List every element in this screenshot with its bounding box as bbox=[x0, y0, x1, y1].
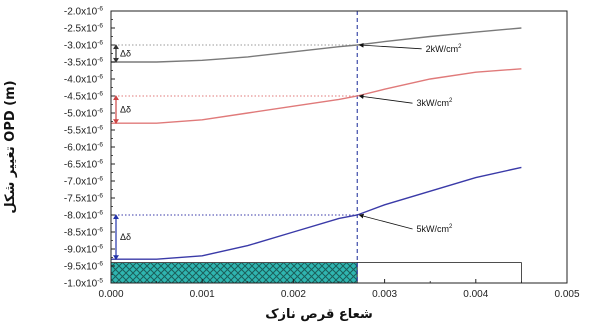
y-tick-mantissa-15: -2.5x10 bbox=[64, 24, 98, 35]
y-tick-exponent-9: -6 bbox=[97, 125, 103, 132]
axes: -1.0x10-5-9.5x10-6-9.0x10-6-8.5x10-6-8.0… bbox=[64, 6, 580, 301]
y-tick-mantissa-10: -5.0x10 bbox=[64, 109, 98, 120]
y-tick-mantissa-0: -1.0x10 bbox=[64, 279, 98, 290]
x-tick-label-0: 0.000 bbox=[98, 289, 123, 300]
annotation-label-1: 3kW/cm2 bbox=[417, 98, 454, 108]
y-tick-label-6: -7.0x10-6 bbox=[64, 176, 104, 188]
y-tick-exponent-7: -6 bbox=[97, 159, 103, 166]
y-tick-label-10: -5.0x10-6 bbox=[64, 108, 104, 120]
series-line-1 bbox=[111, 68, 522, 124]
y-tick-mantissa-7: -6.5x10 bbox=[64, 160, 98, 171]
y-tick-label-4: -8.0x10-6 bbox=[64, 210, 104, 222]
y-axis-title: تغییر شکل OPD (m) bbox=[3, 80, 18, 213]
y-tick-exponent-10: -6 bbox=[97, 108, 103, 115]
series-layer bbox=[111, 27, 522, 260]
y-tick-exponent-6: -6 bbox=[97, 176, 103, 183]
y-tick-mantissa-11: -4.5x10 bbox=[64, 92, 98, 103]
y-tick-label-5: -7.5x10-6 bbox=[64, 193, 104, 205]
annotation-label-2: 5kW/cm2 bbox=[417, 224, 454, 234]
y-tick-label-16: -2.0x10-6 bbox=[64, 6, 104, 18]
annotation-sup-1: 2 bbox=[449, 98, 453, 104]
y-tick-mantissa-13: -3.5x10 bbox=[64, 58, 98, 69]
y-tick-label-12: -4.0x10-6 bbox=[64, 74, 104, 86]
y-tick-exponent-5: -6 bbox=[97, 193, 103, 200]
y-tick-label-13: -3.5x10-6 bbox=[64, 57, 104, 69]
annotation-sup-0: 2 bbox=[458, 44, 462, 50]
region-0 bbox=[110, 262, 358, 284]
delta-markers: Δδ Δδ Δδ bbox=[113, 44, 131, 260]
series-line-0 bbox=[111, 27, 522, 63]
x-tick-label-3: 0.003 bbox=[372, 289, 397, 300]
y-tick-label-8: -6.0x10-6 bbox=[64, 142, 104, 154]
x-tick-label-2: 0.002 bbox=[281, 289, 306, 300]
y-tick-exponent-1: -6 bbox=[97, 261, 103, 268]
y-tick-mantissa-4: -8.0x10 bbox=[64, 211, 98, 222]
y-tick-mantissa-9: -5.5x10 bbox=[64, 126, 98, 137]
y-tick-label-1: -9.5x10-6 bbox=[64, 261, 104, 273]
series-line-2 bbox=[111, 166, 522, 260]
y-tick-exponent-8: -6 bbox=[97, 142, 103, 149]
y-tick-mantissa-12: -4.0x10 bbox=[64, 75, 98, 86]
annotation-arrow-2 bbox=[358, 213, 413, 230]
delta-arrowhead-bottom-1 bbox=[113, 118, 119, 124]
y-tick-mantissa-2: -9.0x10 bbox=[64, 245, 98, 256]
y-tick-exponent-11: -6 bbox=[97, 91, 103, 98]
y-tick-label-11: -4.5x10-6 bbox=[64, 91, 104, 103]
y-tick-label-0: -1.0x10-5 bbox=[64, 278, 104, 290]
y-tick-exponent-15: -6 bbox=[97, 23, 103, 30]
y-tick-mantissa-3: -8.5x10 bbox=[64, 228, 98, 239]
y-tick-exponent-0: -5 bbox=[97, 278, 103, 285]
annotation-sup-2: 2 bbox=[449, 224, 453, 230]
y-tick-label-3: -8.5x10-6 bbox=[64, 227, 104, 239]
y-tick-exponent-13: -6 bbox=[97, 57, 103, 64]
x-tick-label-5: 0.005 bbox=[554, 289, 579, 300]
delta-arrowhead-top-1 bbox=[113, 95, 119, 101]
y-tick-exponent-14: -6 bbox=[97, 40, 103, 47]
y-tick-mantissa-16: -2.0x10 bbox=[64, 7, 98, 18]
delta-arrowhead-top-0 bbox=[113, 44, 119, 50]
region-1 bbox=[356, 262, 522, 284]
y-tick-mantissa-1: -9.5x10 bbox=[64, 262, 98, 273]
annotations: 2kW/cm2 3kW/cm2 5kW/cm2 bbox=[358, 42, 463, 234]
plot-frame bbox=[110, 10, 568, 284]
x-tick-label-4: 0.004 bbox=[463, 289, 488, 300]
delta-label-1: Δδ bbox=[120, 105, 131, 115]
delta-arrowhead-bottom-2 bbox=[113, 254, 119, 260]
y-tick-label-15: -2.5x10-6 bbox=[64, 23, 104, 35]
y-tick-label-9: -5.5x10-6 bbox=[64, 125, 104, 137]
y-tick-mantissa-8: -6.0x10 bbox=[64, 143, 98, 154]
y-tick-mantissa-6: -7.0x10 bbox=[64, 177, 98, 188]
y-tick-exponent-12: -6 bbox=[97, 74, 103, 81]
y-tick-label-2: -9.0x10-6 bbox=[64, 244, 104, 256]
reference-lines bbox=[111, 11, 358, 283]
y-tick-mantissa-5: -7.5x10 bbox=[64, 194, 98, 205]
annotation-label-0: 2kW/cm2 bbox=[426, 44, 463, 54]
y-tick-exponent-3: -6 bbox=[97, 227, 103, 234]
delta-arrowhead-top-2 bbox=[113, 214, 119, 220]
delta-label-2: Δδ bbox=[120, 232, 131, 242]
regions-layer bbox=[110, 262, 522, 284]
x-axis-title: شعاع قرص نازک bbox=[265, 307, 373, 322]
y-tick-exponent-2: -6 bbox=[97, 244, 103, 251]
y-tick-exponent-4: -6 bbox=[97, 210, 103, 217]
annotation-arrow-1 bbox=[358, 94, 413, 104]
delta-arrowhead-bottom-0 bbox=[113, 57, 119, 63]
y-tick-label-14: -3.0x10-6 bbox=[64, 40, 104, 52]
annotation-arrow-0 bbox=[358, 42, 422, 50]
delta-label-0: Δδ bbox=[120, 49, 131, 59]
y-tick-label-7: -6.5x10-6 bbox=[64, 159, 104, 171]
y-tick-exponent-16: -6 bbox=[97, 6, 103, 13]
x-tick-label-1: 0.001 bbox=[190, 289, 215, 300]
y-tick-mantissa-14: -3.0x10 bbox=[64, 41, 98, 52]
